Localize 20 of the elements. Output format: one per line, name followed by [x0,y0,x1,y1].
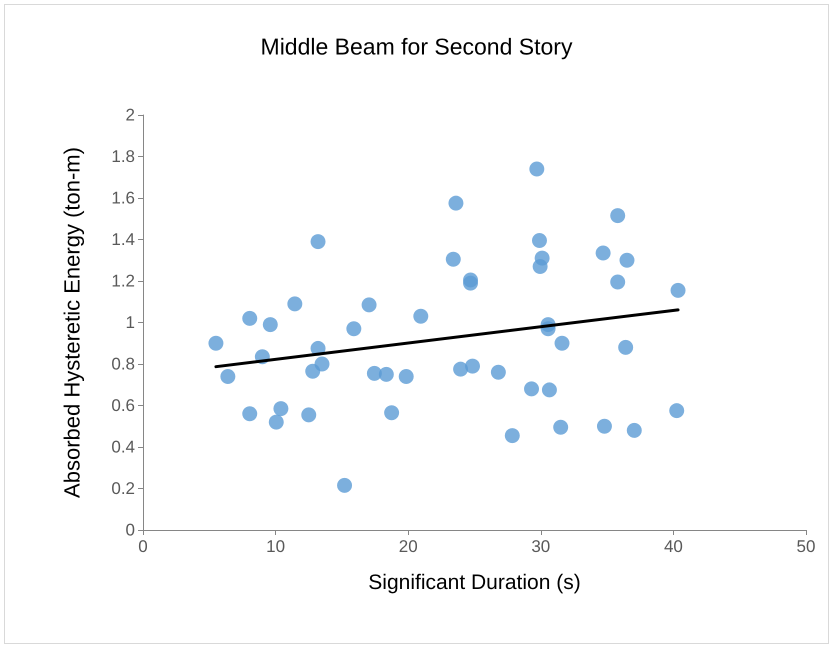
y-tick-label: 1 [126,313,135,332]
y-tick-label: 0 [126,520,135,540]
x-tick-label: 10 [266,537,286,556]
x-axis-title: Significant Duration (s) [368,571,581,594]
y-tick-label: 1.8 [111,147,135,166]
x-tick-label: 20 [398,537,418,556]
x-tick-label: 0 [138,537,148,556]
y-tick-label: 1.6 [111,188,135,208]
x-tick-label: 50 [796,537,816,556]
x-tick-label: 30 [531,537,550,556]
y-axis-title: Absorbed Hysteretic Energy (ton-m) [60,147,84,498]
y-tick-label: 0.2 [111,479,135,498]
y-tick-label: 0.6 [111,396,135,415]
y-tick-label: 2 [126,106,135,124]
chart-title: Middle Beam for Second Story [260,34,573,60]
y-tick-label: 1.2 [111,272,135,290]
x-tick-label: 40 [664,537,683,556]
y-tick-label: 1.4 [111,230,135,249]
y-tick-label: 0.8 [111,354,135,374]
y-tick-label: 0.4 [111,438,135,456]
